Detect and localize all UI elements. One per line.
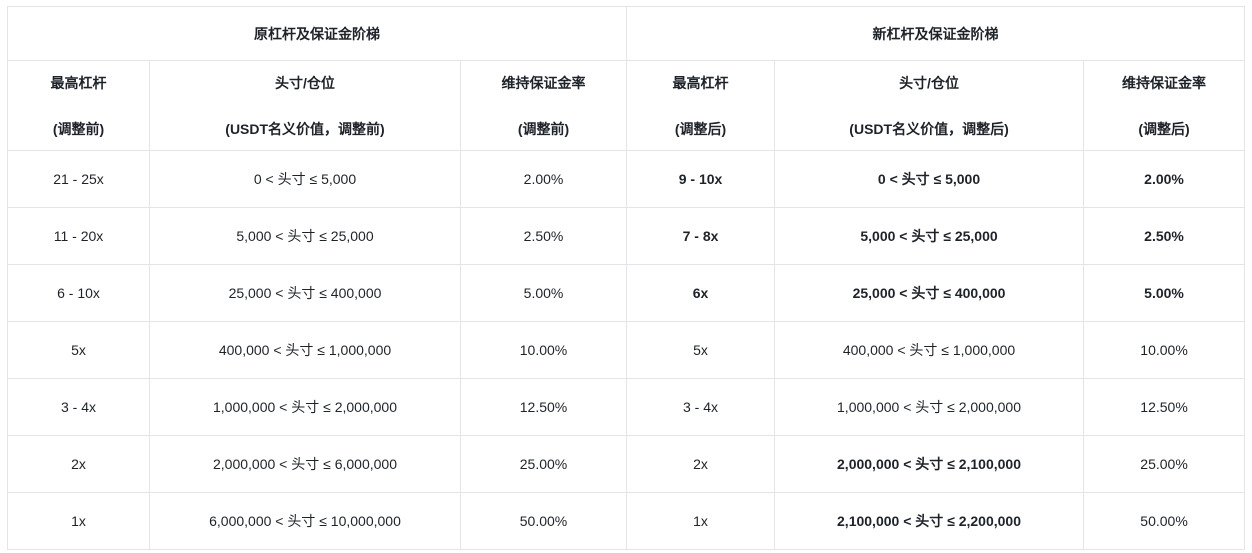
table-cell: 10.00% [1083,321,1246,379]
table-cell: 10.00% [459,321,628,379]
column-header-title: 维持保证金率 [501,74,586,91]
table-cell: 0 < 头寸 ≤ 5,000 [774,150,1085,208]
table-cell: 5x [626,321,776,379]
table-cell: 50.00% [459,492,628,550]
column-header-2: 维持保证金率 (调整前) [459,60,628,151]
table-cell: 2,100,000 < 头寸 ≤ 2,200,000 [774,492,1085,550]
table-cell: 6 - 10x [7,264,150,322]
column-header-title: 头寸/仓位 [275,74,335,91]
table-cell: 11 - 20x [7,207,150,265]
table-cell: 5.00% [459,264,628,322]
table-cell: 25.00% [1083,435,1246,493]
column-header-subtitle: (调整前) [52,120,105,137]
table-cell: 1x [626,492,776,550]
group-header-new-tiers: 新杠杆及保证金阶梯 [626,6,1246,61]
tier-rows-body: 21 - 25x 0 < 头寸 ≤ 5,000 2.00% 9 - 10x 0 < 头寸… [7,150,1246,550]
table-cell: 2.50% [459,207,628,265]
table-cell: 7 - 8x [626,207,776,265]
table-row: 21 - 25x 0 < 头寸 ≤ 5,000 2.00% 9 - 10x 0 < 头寸… [7,150,1246,208]
column-header-title: 维持保证金率 [1122,74,1207,91]
column-header-title: 最高杠杆 [672,74,729,91]
column-header-subtitle: (调整前) [517,120,570,137]
table-cell: 2,000,000 < 头寸 ≤ 2,100,000 [774,435,1085,493]
table-cell: 1x [7,492,150,550]
table-cell: 5x [7,321,150,379]
column-header-subtitle: (USDT名义价值，调整后) [849,120,1009,137]
column-header-row: 最高杠杆 (调整前) 头寸/仓位 (USDT名义价值，调整前) 维持保证金率 (调整前) 最… [7,60,1246,151]
table-cell: 0 < 头寸 ≤ 5,000 [149,150,461,208]
column-header-3: 最高杠杆 (调整后) [626,60,776,151]
table-cell: 12.50% [459,378,628,436]
group-header-row: 原杠杆及保证金阶梯 新杠杆及保证金阶梯 [6,6,1246,61]
table-cell: 5,000 < 头寸 ≤ 25,000 [774,207,1085,265]
table-cell: 6,000,000 < 头寸 ≤ 10,000,000 [149,492,461,550]
table-cell: 2x [626,435,776,493]
table-row: 3 - 4x 1,000,000 < 头寸 ≤ 2,000,000 12.50% 3 … [7,378,1246,436]
column-header-title: 头寸/仓位 [899,74,959,91]
table-cell: 5.00% [1083,264,1246,322]
table-cell: 21 - 25x [7,150,150,208]
table-cell: 2.00% [1083,150,1246,208]
column-header-subtitle: (USDT名义价值，调整前) [225,120,385,137]
table-row: 6 - 10x 25,000 < 头寸 ≤ 400,000 5.00% 6x 25,00… [7,264,1246,322]
column-header-5: 维持保证金率 (调整后) [1083,60,1246,151]
table-cell: 2x [7,435,150,493]
column-header-subtitle: (调整后) [674,120,727,137]
table-row: 2x 2,000,000 < 头寸 ≤ 6,000,000 25.00% 2x 2,00… [7,435,1246,493]
table-row: 11 - 20x 5,000 < 头寸 ≤ 25,000 2.50% 7 - 8x 5,… [7,207,1246,265]
column-header-0: 最高杠杆 (调整前) [7,60,150,151]
table-row: 5x 400,000 < 头寸 ≤ 1,000,000 10.00% 5x 400,00… [7,321,1246,379]
column-header-1: 头寸/仓位 (USDT名义价值，调整前) [149,60,461,151]
table-cell: 3 - 4x [626,378,776,436]
table-cell: 2.50% [1083,207,1246,265]
leverage-margin-tiers-table: 原杠杆及保证金阶梯 新杠杆及保证金阶梯 最高杠杆 (调整前) 头寸/仓位 (USDT名… [6,6,1246,550]
table-cell: 3 - 4x [7,378,150,436]
column-header-4: 头寸/仓位 (USDT名义价值，调整后) [774,60,1085,151]
table-cell: 1,000,000 < 头寸 ≤ 2,000,000 [149,378,461,436]
table-cell: 5,000 < 头寸 ≤ 25,000 [149,207,461,265]
table-cell: 2,000,000 < 头寸 ≤ 6,000,000 [149,435,461,493]
table-cell: 25.00% [459,435,628,493]
table-cell: 400,000 < 头寸 ≤ 1,000,000 [149,321,461,379]
table-cell: 400,000 < 头寸 ≤ 1,000,000 [774,321,1085,379]
table-cell: 12.50% [1083,378,1246,436]
table-row: 1x 6,000,000 < 头寸 ≤ 10,000,000 50.00% 1x 2,1… [7,492,1246,550]
table-cell: 25,000 < 头寸 ≤ 400,000 [149,264,461,322]
table-cell: 25,000 < 头寸 ≤ 400,000 [774,264,1085,322]
table-cell: 9 - 10x [626,150,776,208]
table-cell: 6x [626,264,776,322]
column-header-subtitle: (调整后) [1138,120,1190,137]
table-cell: 1,000,000 < 头寸 ≤ 2,000,000 [774,378,1085,436]
column-header-title: 最高杠杆 [50,74,107,91]
table-cell: 50.00% [1083,492,1246,550]
group-header-old-tiers: 原杠杆及保证金阶梯 [6,6,628,61]
table-cell: 2.00% [459,150,628,208]
